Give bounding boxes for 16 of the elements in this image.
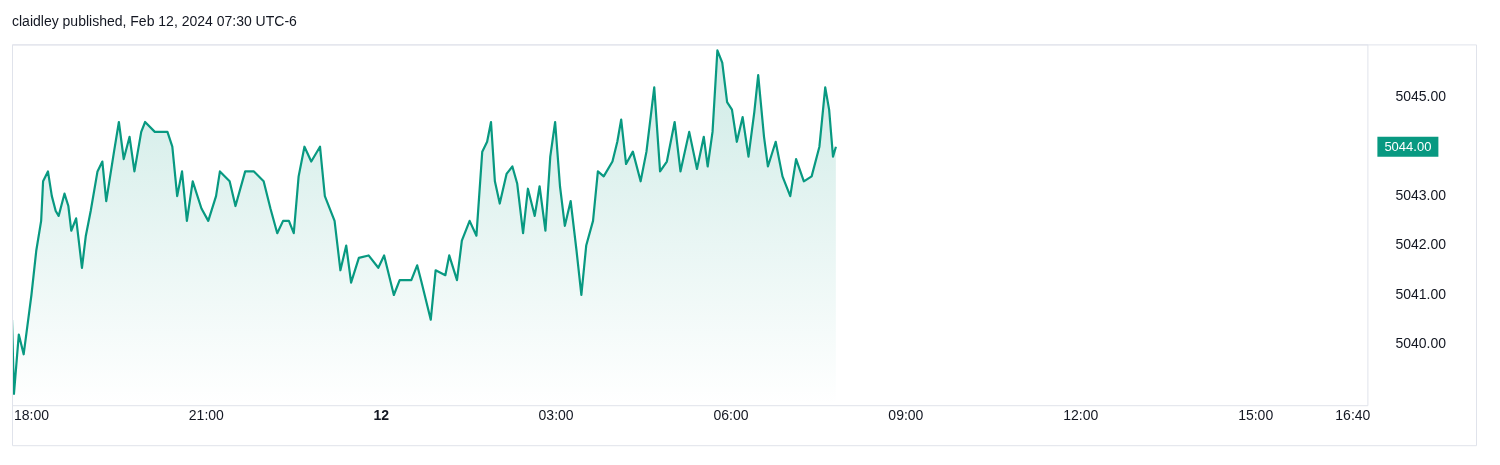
- y-tick-label: 5043.00: [1395, 186, 1447, 203]
- y-tick-label: 5042.00: [1395, 236, 1447, 253]
- y-tick-label: 5045.00: [1395, 88, 1447, 105]
- chart-title: claidley published, Feb 12, 2024 07:30 UTC-6: [12, 12, 298, 29]
- x-tick-label: 21:00: [188, 407, 225, 424]
- x-tick-label: 09:00: [888, 407, 924, 424]
- text: 5044.00: [1384, 139, 1432, 155]
- y-tick-label: 5041.00: [1395, 285, 1447, 302]
- x-tick-label: 15:00: [1238, 407, 1274, 424]
- x-tick-label: 06:00: [713, 407, 749, 424]
- x-tick-label: 03:00: [538, 407, 574, 424]
- x-tick-label: 16:40: [1335, 407, 1371, 424]
- x-tick-label: 12: [373, 407, 390, 424]
- x-tick-label: 12:00: [1063, 407, 1099, 424]
- x-tick-label: 18:00: [13, 407, 50, 424]
- y-tick-label: 5040.00: [1395, 335, 1447, 352]
